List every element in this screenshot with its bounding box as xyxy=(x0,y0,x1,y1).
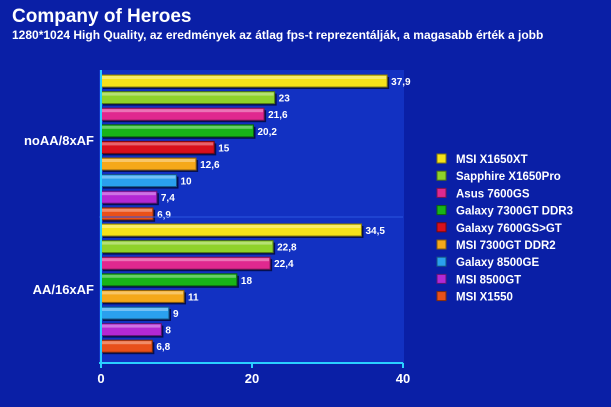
data-label: 11 xyxy=(188,292,199,303)
legend-swatch-msi-x1650xt xyxy=(436,153,447,164)
data-label: 34,5 xyxy=(365,226,385,237)
x-tick-label: 40 xyxy=(396,371,410,386)
bar-highlight xyxy=(102,208,153,212)
legend-label-galaxy-7300gt-ddr3: Galaxy 7300GT DDR3 xyxy=(456,206,573,218)
bar-highlight xyxy=(102,258,270,262)
bar-highlight xyxy=(102,76,387,79)
data-label: 22,8 xyxy=(277,243,297,254)
data-label: 37,9 xyxy=(391,77,411,88)
bar-highlight xyxy=(102,175,176,179)
legend-swatch-galaxy-8500ge xyxy=(436,256,447,267)
bars-group: 37,9 23 21,6 20,2 15 12,6 10 7,4 6,9 34,5 22,8 22,4… xyxy=(100,74,411,355)
bar-highlight xyxy=(102,308,168,311)
x-tick-label: 20 xyxy=(245,371,259,386)
data-label: 6,9 xyxy=(157,210,171,221)
axis-group: 0 20 40 noAA/8xAF AA/16xAF xyxy=(24,70,410,386)
legend-label-asus-7600gs: Asus 7600GS xyxy=(456,188,530,200)
data-label: 10 xyxy=(181,177,193,188)
bar-highlight xyxy=(102,291,184,295)
bar-highlight xyxy=(102,142,214,146)
legend: MSI X1650XT Sapphire X1650Pro Asus 7600GS G… xyxy=(436,153,573,304)
data-label: 6,8 xyxy=(156,342,170,353)
legend-label-msi-x1650xt: MSI X1650XT xyxy=(456,154,528,166)
data-label: 20,2 xyxy=(258,127,278,138)
bar-highlight xyxy=(102,192,156,196)
category-label-noaa-8xaf: noAA/8xAF xyxy=(24,133,94,148)
data-label: 9 xyxy=(173,309,179,320)
data-label: 21,6 xyxy=(268,110,288,121)
data-label: 23 xyxy=(279,94,291,105)
legend-label-galaxy-7600gs-gt: Galaxy 7600GS>GT xyxy=(456,223,562,235)
legend-label-sapphire-x1650pro: Sapphire X1650Pro xyxy=(456,171,561,183)
legend-swatch-msi-7300gt-ddr2 xyxy=(436,239,447,250)
bar-highlight xyxy=(102,225,361,228)
bar-highlight xyxy=(102,159,196,162)
chart-title: Company of Heroes xyxy=(12,6,191,27)
legend-swatch-msi-x1550 xyxy=(436,291,447,302)
bar-highlight xyxy=(102,341,152,345)
x-tick-label: 0 xyxy=(97,371,104,386)
legend-swatch-galaxy-7600gs-gt xyxy=(436,222,447,233)
bar-highlight xyxy=(102,241,273,245)
data-label: 15 xyxy=(218,143,230,154)
bar-highlight xyxy=(102,92,274,96)
bar-highlight xyxy=(102,125,253,129)
legend-swatch-asus-7600gs xyxy=(436,187,447,198)
bar-highlight xyxy=(102,324,161,328)
legend-swatch-msi-8500gt xyxy=(436,273,447,284)
data-label: 18 xyxy=(241,276,253,287)
data-label: 22,4 xyxy=(274,259,294,270)
bar-highlight xyxy=(102,109,264,113)
legend-label-galaxy-8500ge: Galaxy 8500GE xyxy=(456,257,539,269)
data-label: 8 xyxy=(165,326,171,337)
legend-swatch-sapphire-x1650pro xyxy=(436,170,447,181)
chart-subtitle: 1280*1024 High Quality, az eredmények az… xyxy=(12,28,543,42)
data-label: 7,4 xyxy=(161,193,175,204)
legend-label-msi-x1550: MSI X1550 xyxy=(456,292,513,304)
data-label: 12,6 xyxy=(200,160,220,171)
legend-label-msi-8500gt: MSI 8500GT xyxy=(456,274,521,286)
legend-swatch-galaxy-7300gt-ddr3 xyxy=(436,205,447,216)
legend-label-msi-7300gt-ddr2: MSI 7300GT DDR2 xyxy=(456,240,556,252)
category-label-aa-16xaf: AA/16xAF xyxy=(33,282,94,297)
bar-highlight xyxy=(102,274,236,278)
